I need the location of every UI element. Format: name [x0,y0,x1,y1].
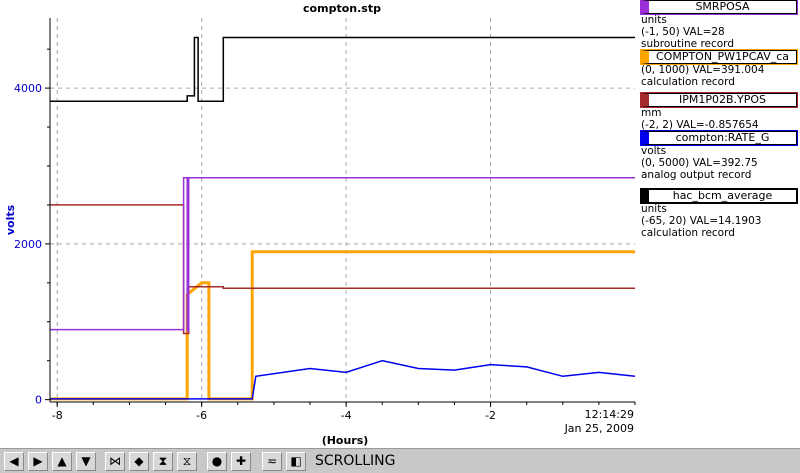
x-tick-label: -6 [196,409,207,422]
legend-entry-record: calculation record [641,227,735,239]
x-axis-label: (Hours) [322,434,369,447]
legend: SMRPOSA units (-1, 50) VAL=28 subroutine re… [639,0,800,448]
legend-entry[interactable]: hac_bcm_average units (-65, 20) VAL=14.190… [639,188,800,239]
legend-entry-range: (-1, 50) VAL=28 [641,26,725,38]
y-tick-label: 4000 [14,82,42,95]
zoom-out-x-icon: ◆ [134,454,144,468]
back-button[interactable]: ◧ [286,452,306,471]
x-tick-label: -8 [52,409,63,422]
chart-title: compton.stp [303,2,381,15]
legend-entry-units: units [641,14,667,26]
series-layer [50,36,636,401]
back-icon: ◧ [290,454,302,468]
series-line-smrposa [50,176,635,332]
y-tick-label: 0 [35,394,42,407]
legend-entry-range: (-65, 20) VAL=14.1903 [641,215,762,227]
legend-entry-record: analog output record [641,169,752,181]
y-tick-label: 2000 [14,238,42,251]
strip-chart[interactable]: 0 2000 4000 -8 -6 -4 -2 compton.stp volts (Hou… [0,0,640,448]
arrow-left-icon: ◀ [9,454,19,468]
date-label: Jan 25, 2009 [564,422,634,435]
legend-entry-units: volts [641,145,667,157]
legend-entry-range: (0, 5000) VAL=392.75 [641,157,758,169]
legend-entry[interactable]: COMPTON_PW1PCAV_ca (0, 1000) VAL=391.004 c… [639,49,800,88]
legend-entry-units: mm [641,107,662,119]
series-line-compton-pw1pcav-ca [50,250,635,401]
arrow-left-button[interactable]: ◀ [4,452,24,471]
autoscale-button[interactable]: ● [207,452,227,471]
legend-entry-name[interactable]: hac_bcm_average [640,188,798,204]
legend-entry-name[interactable]: IPM1P02B.YPOS [640,92,798,108]
grid [50,18,635,402]
series-line-compton-rate-g [50,359,636,400]
zoom-in-x-icon: ⋈ [109,454,121,468]
style-icon: ≂ [266,454,278,468]
legend-entry[interactable]: IPM1P02B.YPOS mm (-2, 2) VAL=-0.857654 [639,92,800,131]
arrow-down-icon: ▼ [81,454,91,468]
add-button[interactable]: ✚ [231,452,251,471]
style-button[interactable]: ≂ [262,452,282,471]
zoom-in-y-button[interactable]: ⧗ [153,452,173,471]
arrow-down-button[interactable]: ▼ [76,452,96,471]
arrow-up-button[interactable]: ▲ [52,452,72,471]
legend-entry-range: (0, 1000) VAL=391.004 [641,64,765,76]
x-tick-label: -2 [485,409,496,422]
zoom-out-y-icon: ⧖ [182,454,192,468]
x-tick-label: -4 [341,409,352,422]
legend-entry-name[interactable]: compton:RATE_G [640,130,798,146]
zoom-out-x-button[interactable]: ◆ [129,452,149,471]
legend-entry-name[interactable]: SMRPOSA [640,0,798,15]
y-axis-label: volts [4,204,17,235]
add-icon: ✚ [235,454,247,468]
legend-entry-range: (-2, 2) VAL=-0.857654 [641,119,759,131]
ticks: 0 2000 4000 -8 -6 -4 -2 [14,48,636,422]
arrow-right-icon: ▶ [33,454,43,468]
time-label: 12:14:29 [585,408,634,421]
arrow-up-icon: ▲ [57,454,67,468]
autoscale-icon: ● [211,454,223,468]
zoom-in-y-icon: ⧗ [158,454,168,468]
legend-entry-units: units [641,203,667,215]
zoom-out-y-button[interactable]: ⧖ [177,452,197,471]
legend-entry[interactable]: SMRPOSA units (-1, 50) VAL=28 subroutine re… [639,0,800,50]
toolbar: SCROLLING ◀ ▶ ▲ ▼ ⋈ ◆ ⧗ ⧖ ● ✚ ≂ ◧ [0,448,800,473]
arrow-right-button[interactable]: ▶ [28,452,48,471]
zoom-in-x-button[interactable]: ⋈ [105,452,125,471]
legend-entry-record: calculation record [641,76,735,88]
legend-entry-name[interactable]: COMPTON_PW1PCAV_ca [640,49,798,65]
plot-area [50,18,635,402]
legend-entry-record: subroutine record [641,38,734,50]
legend-entry[interactable]: compton:RATE_G volts (0, 5000) VAL=392.75 a… [639,130,800,181]
mode-label: SCROLLING [315,453,396,469]
series-line-hac-bcm-average [50,36,635,103]
